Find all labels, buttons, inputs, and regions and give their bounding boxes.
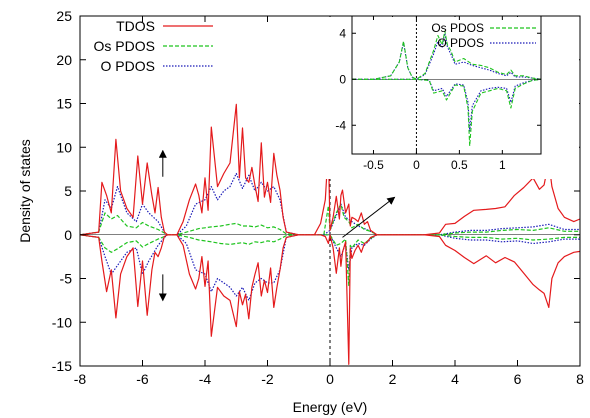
inset-y-tick-label: 4	[339, 26, 346, 40]
x-tick-label: 8	[576, 371, 584, 387]
x-tick-label: 0	[326, 371, 334, 387]
y-tick-label: -10	[52, 314, 72, 330]
y-tick-label: 15	[56, 96, 72, 112]
x-tick-label: -8	[74, 371, 87, 387]
inset-legend-label-os-pdos: Os PDOS	[431, 21, 484, 35]
y-tick-label: 0	[64, 227, 72, 243]
inset-pointer-arrow	[342, 196, 396, 238]
inset-os-pdos-down-line	[352, 78, 542, 147]
inset-x-tick-label: 1	[499, 158, 506, 172]
inset-y-tick-label: -4	[335, 118, 346, 132]
tdos-down-line	[79, 234, 581, 365]
tdos-up-line	[79, 103, 581, 236]
main-legend: TDOS Os PDOS O PDOS	[94, 18, 213, 74]
inset-y-tick-label: 0	[339, 72, 346, 86]
inset-os-pdos-up-line	[352, 30, 542, 80]
inset-series-group	[352, 16, 542, 154]
y-tick-label: -5	[60, 271, 73, 287]
x-tick-label: 4	[451, 371, 459, 387]
inset-ticks: -0.5 0 0.5 1 -4 0 4	[335, 16, 541, 172]
x-tick-label: -2	[261, 371, 274, 387]
legend-label-tdos: TDOS	[116, 18, 155, 34]
inset-plot-frame	[351, 15, 542, 155]
y-tick-label: 25	[56, 8, 72, 24]
y-tick-label: 5	[64, 183, 72, 199]
annotation-arrows	[158, 149, 396, 302]
y-tick-label: 20	[56, 52, 72, 68]
inset-background	[318, 17, 579, 179]
x-tick-label: -6	[136, 371, 149, 387]
legend-label-os-pdos: Os PDOS	[94, 38, 155, 54]
y-axis-title: Density of states	[17, 139, 33, 243]
inset-legend-label-o-pdos: O PDOS	[437, 36, 484, 50]
o-pdos-down-line	[79, 234, 580, 301]
os-pdos-up-line	[79, 203, 580, 236]
legend-label-o-pdos: O PDOS	[101, 58, 155, 74]
y-tick-label: 10	[56, 139, 72, 155]
os-pdos-down-line	[79, 234, 580, 287]
inset-x-tick-label: -0.5	[363, 158, 384, 172]
x-tick-label: 2	[389, 371, 397, 387]
y-tick-label: -15	[52, 358, 72, 374]
x-tick-label: 6	[514, 371, 522, 387]
x-tick-label: -4	[199, 371, 212, 387]
inset-x-tick-label: 0	[413, 158, 420, 172]
x-axis-title: Energy (eV)	[293, 399, 368, 415]
inset-x-tick-label: 0.5	[451, 158, 468, 172]
main-series-group	[79, 103, 581, 365]
inset-o-pdos-up-line	[352, 32, 542, 80]
